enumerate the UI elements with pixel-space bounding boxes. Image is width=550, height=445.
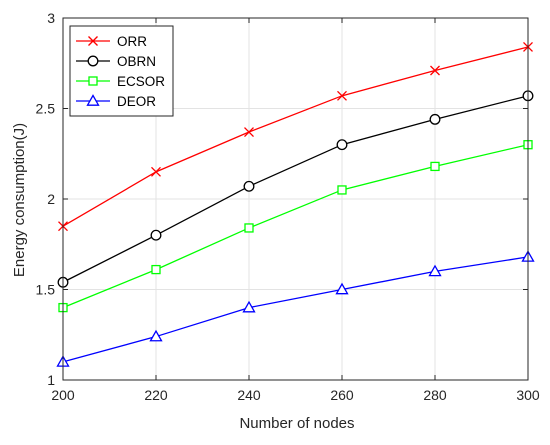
data-point-deor	[428, 264, 442, 277]
y-tick-label: 2.5	[36, 101, 56, 117]
legend-label-deor: DEOR	[117, 94, 156, 109]
legend-item-deor: DEOR	[76, 94, 156, 109]
y-tick-label: 1	[47, 372, 55, 388]
legend-marker-orr	[88, 36, 98, 46]
data-point-ecsor	[430, 161, 440, 172]
x-tick-label: 280	[423, 387, 447, 403]
data-point-ecsor	[244, 223, 254, 233]
series-line-orr	[62, 46, 529, 227]
axis-ticks: 200 220 240 260 280 300 1 1.5 2 2.5 3	[36, 10, 540, 403]
data-point-orr	[244, 127, 254, 137]
x-tick-label: 220	[144, 387, 168, 403]
data-point-obrn	[243, 180, 255, 192]
legend-item-orr: ORR	[76, 34, 147, 49]
x-tick-label: 300	[516, 387, 540, 403]
data-point-deor	[335, 282, 349, 295]
data-point-deor	[149, 329, 163, 342]
y-axis-label: Energy consumption(J)	[11, 123, 28, 277]
data-point-deor	[242, 300, 256, 313]
legend-marker-deor	[86, 94, 100, 106]
legend-item-ecsor: ECSOR	[76, 74, 165, 89]
legend-marker-ecsor	[88, 76, 98, 86]
y-tick-label: 2	[47, 191, 55, 207]
data-point-ecsor	[151, 264, 161, 275]
data-point-orr	[430, 65, 440, 76]
x-tick-label: 260	[330, 387, 354, 403]
legend-label-ecsor: ECSOR	[117, 74, 165, 89]
y-tick-label: 3	[47, 10, 55, 26]
x-axis-label: Number of nodes	[239, 415, 354, 432]
x-tick-label: 240	[237, 387, 261, 403]
y-tick-label: 1.5	[36, 282, 56, 298]
data-point-orr	[151, 166, 161, 177]
legend: ORR OBRN ECSOR DEOR	[69, 25, 174, 117]
x-tick-label: 200	[51, 387, 75, 403]
series-line-deor	[62, 256, 529, 363]
series-line-obrn	[62, 95, 529, 283]
legend-label-obrn: OBRN	[117, 54, 156, 69]
data-point-orr	[337, 90, 347, 101]
series-lines	[56, 42, 535, 367]
series-line-ecsor	[62, 144, 529, 309]
legend-label-orr: ORR	[117, 34, 147, 49]
legend-item-obrn: OBRN	[76, 54, 156, 69]
data-point-obrn	[429, 113, 441, 125]
data-point-ecsor	[337, 185, 347, 195]
legend-marker-obrn	[87, 55, 99, 67]
data-point-obrn	[336, 139, 348, 151]
data-point-obrn	[150, 229, 162, 241]
